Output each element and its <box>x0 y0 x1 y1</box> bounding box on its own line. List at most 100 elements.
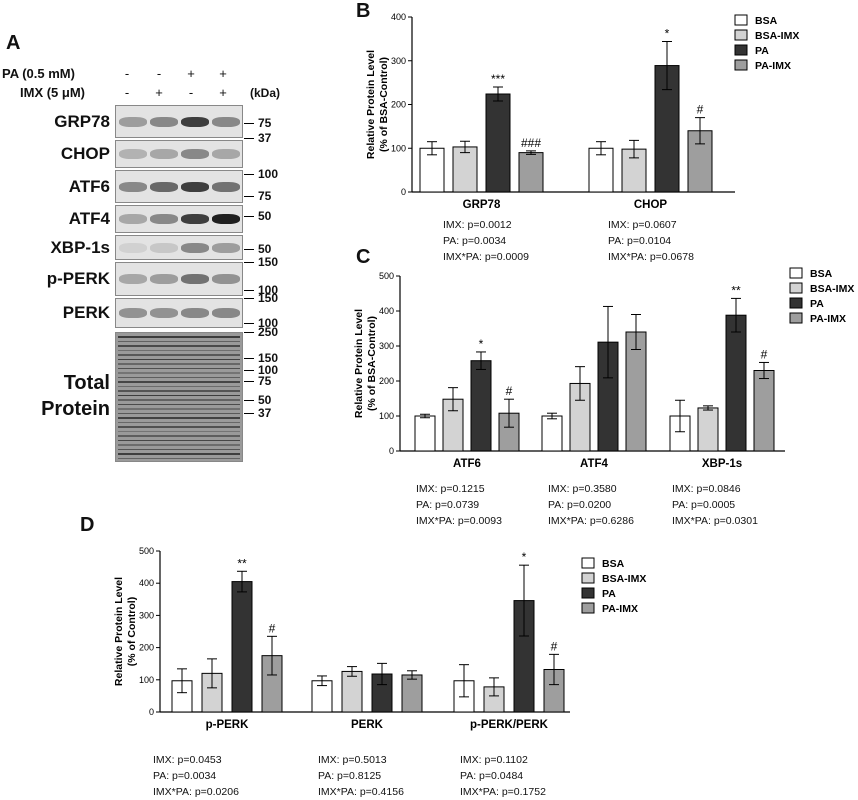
significance-marker: * <box>479 337 484 351</box>
legend-label: PA <box>755 45 769 57</box>
category-label: GRP78 <box>463 199 501 211</box>
panel-a-letter: A <box>6 32 21 54</box>
imx-treatment-label: IMX (5 μM) <box>20 85 86 100</box>
mw-tick <box>244 298 254 299</box>
mw-tick <box>244 289 254 291</box>
bar <box>541 415 563 452</box>
category-label: p-PERK <box>206 719 250 731</box>
protein-band <box>181 116 209 127</box>
legend-label: BSA <box>810 268 833 280</box>
protein-band <box>119 181 147 192</box>
legend-swatch <box>581 572 595 584</box>
mw-tick <box>244 381 254 383</box>
protein-band <box>181 149 209 159</box>
total-protein-band <box>118 439 240 441</box>
stats-line: IMX: p=0.3580 <box>548 483 617 495</box>
mw-marker-label: 250 <box>258 325 279 339</box>
stats-line: IMX: p=0.1215 <box>416 483 485 495</box>
mw-marker-label: 150 <box>258 351 279 365</box>
pa-treatment-label: PA (0.5 mM) <box>2 66 75 81</box>
protein-band <box>119 308 147 318</box>
mw-tick <box>244 138 254 139</box>
legend-swatch <box>581 557 595 569</box>
stats-line: IMX*PA: p=0.0301 <box>672 515 758 527</box>
y-axis-title-line: Relative Protein Level <box>365 50 377 159</box>
protein-band <box>212 181 240 192</box>
y-tick-label: 100 <box>139 675 154 685</box>
legend-label: BSA <box>602 558 625 570</box>
mw-marker-label: 75 <box>258 116 272 131</box>
stats-block: IMX: p=0.5013 PA: p=0.8125 IMX*PA: p=0.415… <box>318 752 404 800</box>
protein-band <box>119 242 147 253</box>
blot-protein-label: ATF4 <box>68 209 110 228</box>
bar <box>470 360 492 452</box>
legend-swatch <box>734 29 748 41</box>
significance-marker: *** <box>491 72 505 86</box>
stats-line: PA: p=0.0200 <box>548 499 612 511</box>
stats-line: IMX: p=0.0607 <box>608 219 677 231</box>
protein-band <box>150 308 178 318</box>
legend-label: BSA-IMX <box>810 283 854 295</box>
protein-band <box>181 242 209 253</box>
stats-line: IMX*PA: p=0.1752 <box>460 786 546 798</box>
mw-tick <box>244 262 254 263</box>
total-protein-band <box>118 367 240 369</box>
total-protein-band <box>118 448 240 450</box>
bar <box>687 130 713 193</box>
panel-d-letter: D <box>80 514 95 536</box>
legend-swatch <box>581 587 595 599</box>
category-label: ATF6 <box>453 458 481 470</box>
stats-line: IMX: p=0.0012 <box>443 219 512 231</box>
significance-marker: # <box>697 103 704 117</box>
protein-band <box>181 214 209 224</box>
total-protein-band <box>118 408 240 410</box>
total-protein-band <box>118 376 240 378</box>
significance-marker: # <box>551 639 558 653</box>
pa-sign: - <box>156 66 162 81</box>
legend-label: BSA <box>755 15 778 27</box>
significance-marker: ** <box>731 283 741 297</box>
category-label: CHOP <box>634 199 668 211</box>
stats-line: IMX*PA: p=0.0206 <box>153 786 239 798</box>
mw-tick <box>244 195 254 197</box>
bar <box>725 314 747 452</box>
stats-line: IMX: p=0.0846 <box>672 483 741 495</box>
legend-swatch <box>734 44 748 56</box>
total-protein-band <box>118 390 240 392</box>
y-tick-label: 200 <box>391 100 406 110</box>
protein-band <box>181 181 209 192</box>
mw-marker-label: 100 <box>258 166 279 181</box>
imx-sign: - <box>124 85 130 100</box>
y-tick-label: 400 <box>139 578 154 588</box>
bar <box>452 146 478 193</box>
significance-marker: ** <box>237 556 247 570</box>
total-protein-band <box>118 345 240 347</box>
total-protein-band <box>118 421 240 423</box>
stats-block: IMX: p=0.1102 PA: p=0.0484 IMX*PA: p=0.175… <box>460 752 546 800</box>
mw-tick <box>244 332 254 333</box>
mw-tick <box>244 369 254 371</box>
mw-tick <box>244 412 254 414</box>
total-protein-band <box>118 385 240 387</box>
bar <box>485 93 511 193</box>
mw-tick <box>244 399 254 401</box>
mw-marker-label: 75 <box>258 188 272 203</box>
y-axis-title: Relative Protein Level(% of BSA-Control) <box>365 50 390 159</box>
blot-protein-label: XBP-1s <box>50 237 110 257</box>
blot-protein-label: PERK <box>62 303 110 322</box>
mw-marker-label: 37 <box>258 405 272 420</box>
mw-marker-label: 150 <box>258 255 279 269</box>
pa-sign: - <box>124 66 130 81</box>
y-tick-label: 100 <box>379 411 394 421</box>
y-tick-label: 300 <box>391 56 406 66</box>
bar <box>341 670 363 713</box>
protein-band <box>150 149 178 159</box>
total-protein-band <box>118 430 240 432</box>
stats-block: IMX: p=0.0607 PA: p=0.0104 IMX*PA: p=0.067… <box>608 217 694 265</box>
stats-line: IMX: p=0.0453 <box>153 754 222 766</box>
mw-tick <box>244 123 254 125</box>
chart-panel-b: 0 100 200 300 400 Relative Protein Level(% of… <box>365 12 799 211</box>
stats-block: IMX: p=0.1215 PA: p=0.0739 IMX*PA: p=0.009… <box>416 481 502 529</box>
total-protein-band <box>118 363 240 365</box>
mw-marker-label: 150 <box>258 291 279 305</box>
